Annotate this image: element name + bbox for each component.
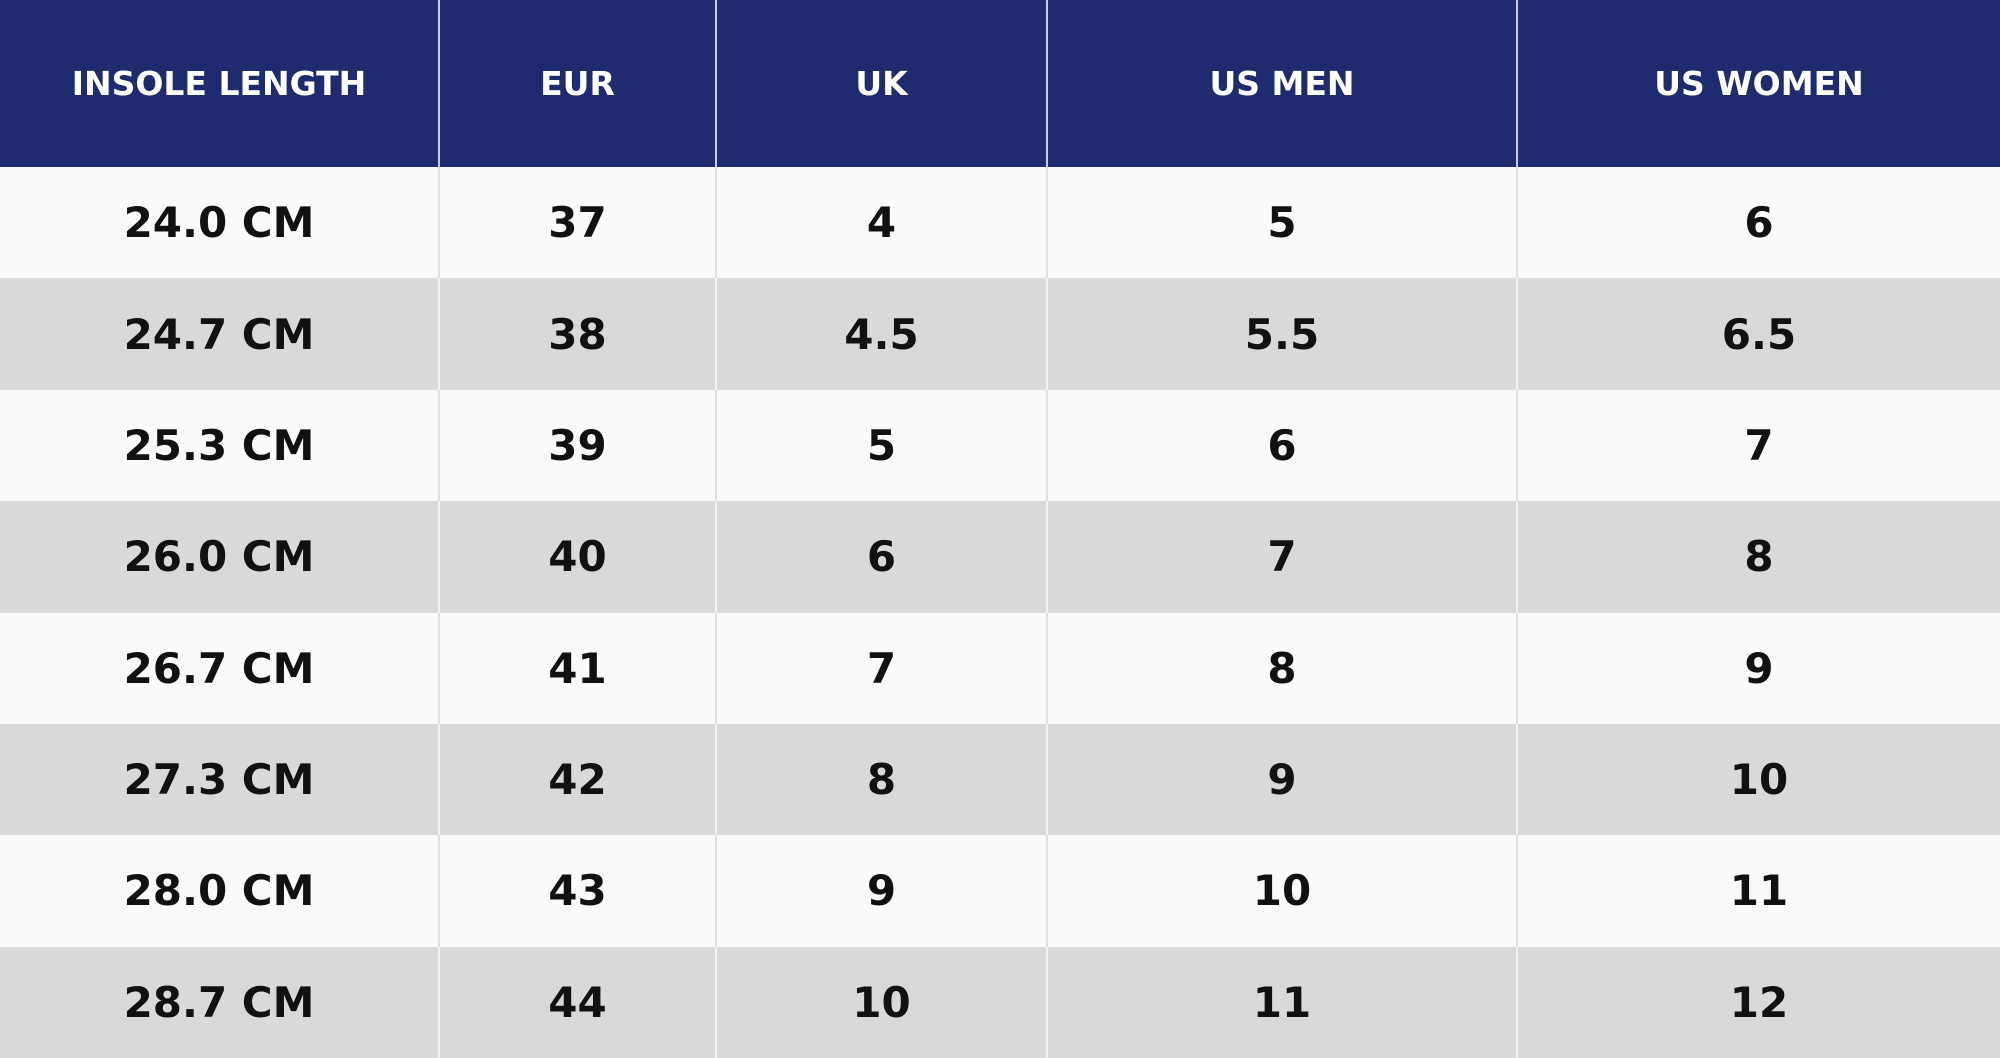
table-row: 28.0 CM 43 9 10 11 [0,835,2000,947]
table-cell: 26.7 CM [0,612,440,724]
table-cell: 7 [1517,389,2000,502]
table-body: 24.0 CM 37 4 5 6 24.7 CM 38 4.5 5.5 6.5 25.3 CM 39 5… [0,167,2000,1058]
table-cell: 39 [439,389,717,502]
table-row: 28.7 CM 44 10 11 12 [0,946,2000,1058]
table-cell: 10 [716,946,1048,1058]
table-cell: 43 [439,835,717,947]
table-cell: 11 [1517,835,2000,947]
table-row: 26.0 CM 40 6 7 8 [0,501,2000,613]
table-row: 24.0 CM 37 4 5 6 [0,167,2000,279]
table-cell: 8 [1517,501,2000,613]
table-cell: 6 [1517,167,2000,279]
table-cell: 5 [716,389,1048,502]
table-cell: 7 [716,612,1048,724]
table-cell: 10 [1517,723,2000,836]
table-cell: 11 [1047,946,1518,1058]
table-cell: 28.0 CM [0,835,440,947]
table-cell: 44 [439,946,717,1058]
table-cell: 27.3 CM [0,723,440,836]
table-cell: 6.5 [1517,278,2000,390]
table-cell: 7 [1047,501,1518,613]
header-row: INSOLE LENGTH EUR UK US MEN US WOMEN [0,0,2000,167]
table-cell: 40 [439,501,717,613]
table-cell: 9 [1047,723,1518,836]
table-cell: 8 [716,723,1048,836]
table-cell: 6 [1047,389,1518,502]
table-cell: 4.5 [716,278,1048,390]
column-header: UK [716,0,1048,167]
table-cell: 41 [439,612,717,724]
table-cell: 38 [439,278,717,390]
table-row: 25.3 CM 39 5 6 7 [0,389,2000,502]
table-cell: 24.0 CM [0,167,440,279]
table-cell: 37 [439,167,717,279]
table-cell: 8 [1047,612,1518,724]
table-row: 26.7 CM 41 7 8 9 [0,612,2000,724]
table-cell: 12 [1517,946,2000,1058]
table-row: 24.7 CM 38 4.5 5.5 6.5 [0,278,2000,390]
table-cell: 10 [1047,835,1518,947]
table-cell: 5.5 [1047,278,1518,390]
table-cell: 5 [1047,167,1518,279]
table-cell: 25.3 CM [0,389,440,502]
column-header: INSOLE LENGTH [0,0,440,167]
table-cell: 24.7 CM [0,278,440,390]
column-header: US MEN [1047,0,1518,167]
table-row: 27.3 CM 42 8 9 10 [0,723,2000,836]
table-cell: 6 [716,501,1048,613]
table-cell: 9 [1517,612,2000,724]
table-cell: 26.0 CM [0,501,440,613]
column-header: EUR [439,0,717,167]
table-cell: 42 [439,723,717,836]
table-cell: 4 [716,167,1048,279]
table-cell: 28.7 CM [0,946,440,1058]
column-header: US WOMEN [1517,0,2000,167]
table-cell: 9 [716,835,1048,947]
